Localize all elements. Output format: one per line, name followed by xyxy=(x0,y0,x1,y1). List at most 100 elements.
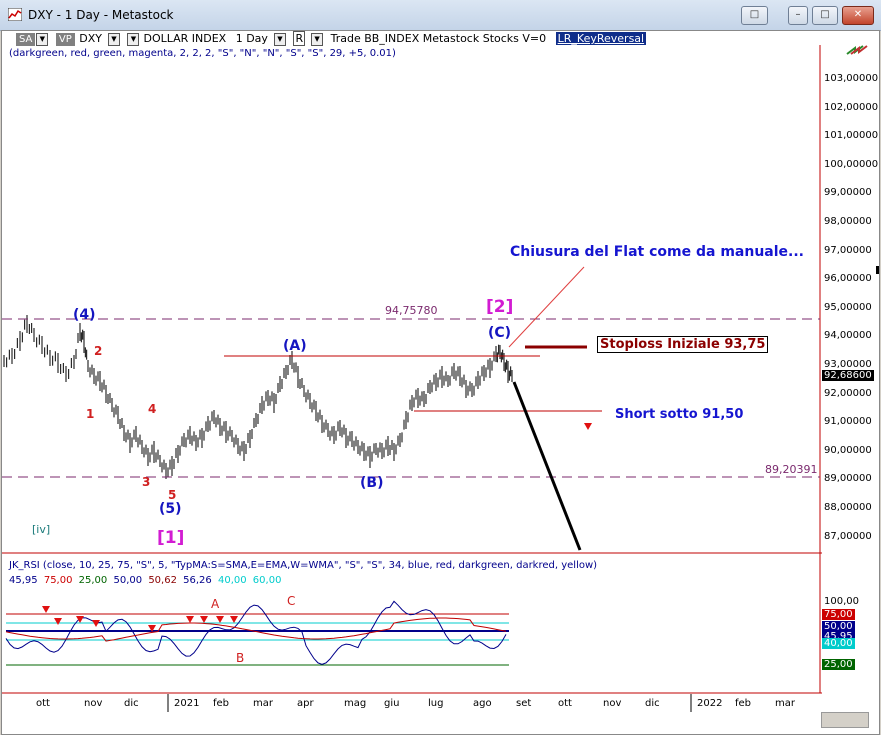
time-axis-label: nov xyxy=(603,698,622,709)
price-tick-label: 93,00000 xyxy=(824,359,872,370)
rsi-value: 25,00 xyxy=(78,575,108,586)
restore-button[interactable]: □ xyxy=(741,6,768,25)
sa-dropdown-icon[interactable]: ▼ xyxy=(36,32,49,46)
rsi-value: 56,26 xyxy=(183,575,212,586)
name-dropdown-icon[interactable]: ▼ xyxy=(127,32,140,46)
rsi-value: 45,95 xyxy=(9,575,38,586)
rsi-line xyxy=(5,600,507,665)
rsi-axis-75: 75,00 xyxy=(822,609,855,620)
time-axis-label: feb xyxy=(735,698,752,709)
price-tick-label: 94,00000 xyxy=(824,330,872,342)
price-tick-label: 96,00000 xyxy=(824,273,872,285)
sa-button[interactable]: SA xyxy=(16,33,36,46)
time-axis-label: lug xyxy=(428,698,444,709)
annotation-pointer-line xyxy=(508,266,585,348)
price-tick-label: 98,00000 xyxy=(824,216,872,227)
rsi-signal-arrow-icon xyxy=(76,616,84,623)
vp-button[interactable]: VP xyxy=(55,33,75,46)
right-edge-marker xyxy=(876,266,879,274)
current-price-label: 92,68600 xyxy=(822,370,874,381)
r-button[interactable]: R xyxy=(293,31,306,46)
price-tick-label: 89,00000 xyxy=(824,473,872,485)
wave-1-label: [1] xyxy=(157,528,185,548)
title-bar: DXY - 1 Day - Metastock □ – □ ✕ xyxy=(0,0,881,31)
metastock-app-icon xyxy=(8,8,22,21)
time-axis-label: 2022 xyxy=(697,698,723,709)
period-dropdown-icon[interactable]: ▼ xyxy=(273,32,286,46)
price-tick-label: 100,00000 xyxy=(824,158,879,170)
time-axis-label: ago xyxy=(473,698,492,709)
rsi-signal-arrow-icon xyxy=(42,606,50,613)
rsi-axis-25: 25,00 xyxy=(822,659,855,670)
r-dropdown-icon[interactable]: ▼ xyxy=(311,32,324,46)
time-axis-label: mar xyxy=(253,698,273,709)
price-chart[interactable] xyxy=(2,31,879,734)
rsi-values: 45,95 75,00 25,00 50,00 50,62 56,26 40,0… xyxy=(9,575,284,586)
time-axis-label: dic xyxy=(645,698,660,709)
indicator-link[interactable]: LR_KeyReversal xyxy=(555,32,647,45)
rsi-value: 50,62 xyxy=(148,575,177,586)
rsi-header: JK_RSI (close, 10, 25, 75, "S", 5, "TypM… xyxy=(9,560,598,571)
toolbar-info: Trade BB_INDEX Metastock Stocks V=0 xyxy=(330,32,547,45)
horizontal-scrollbar[interactable] xyxy=(821,712,869,728)
price-tick-label: 97,00000 xyxy=(824,244,872,256)
rsi-signal-arrow-icon xyxy=(54,618,62,625)
wave-2-label: [2] xyxy=(486,297,514,317)
rsi-signal-arrow-icon xyxy=(186,616,194,623)
close-button[interactable]: ✕ xyxy=(842,6,874,25)
wave-C-label: (C) xyxy=(488,325,512,341)
price-tick-label: 91,00000 xyxy=(824,416,872,428)
price-tick-label: 88,00000 xyxy=(824,502,872,513)
security-name: DOLLAR INDEX xyxy=(143,32,227,45)
time-axis-label: feb xyxy=(213,698,230,709)
subwave-5-label: 5 xyxy=(168,488,177,502)
price-tick-label: 95,00000 xyxy=(824,301,872,313)
minimize-button[interactable]: – xyxy=(788,6,808,25)
rsi-value: 60,00 xyxy=(252,575,282,586)
price-tick-label: 101,00000 xyxy=(824,130,879,142)
chart-toolbar: SA ▼ VP DXY ▼ ▼ DOLLAR INDEX 1 Day ▼ R ▼ Trad… xyxy=(16,31,647,46)
time-axis-label: mag xyxy=(344,698,367,709)
rsi-axis-4595: 45,95 xyxy=(822,631,855,642)
subwave-1-label: 1 xyxy=(86,407,95,421)
symbol-dropdown-icon[interactable]: ▼ xyxy=(107,32,120,46)
rsi-value: 50,00 xyxy=(113,575,143,586)
sell-arrow-icon xyxy=(584,423,592,430)
wave-B-label: (B) xyxy=(360,475,384,491)
rsi-signal-arrow-icon xyxy=(230,616,238,623)
chart-window[interactable]: SA ▼ VP DXY ▼ ▼ DOLLAR INDEX 1 Day ▼ R ▼ Trad… xyxy=(1,30,880,735)
wave-4-label: (4) xyxy=(73,307,96,323)
time-axis-label: 2021 xyxy=(174,698,200,709)
indicator-params: (darkgreen, red, green, magenta, 2, 2, 2… xyxy=(9,48,396,59)
rsi-value: 75,00 xyxy=(43,575,73,586)
rsi-signal-arrow-icon xyxy=(92,620,100,627)
price-tick-label: 99,00000 xyxy=(824,187,872,199)
subwave-2-label: 2 xyxy=(94,344,103,358)
rsi-ma-line xyxy=(5,617,507,642)
rsi-axis-100: 100,00 xyxy=(824,596,859,607)
wave-A-label: (A) xyxy=(283,338,307,354)
symbol-label[interactable]: DXY xyxy=(79,32,102,45)
time-axis-label: ott xyxy=(36,698,50,709)
rsi-label-C: C xyxy=(287,594,296,608)
level-low-label: 89,20391 xyxy=(765,463,818,476)
time-axis-label: mar xyxy=(775,698,795,709)
time-axis-label: apr xyxy=(297,698,314,709)
rsi-axis-50: 50,00 xyxy=(822,621,855,632)
price-tick-label: 87,00000 xyxy=(824,530,872,542)
stoploss-annotation: Stoploss Iniziale 93,75 xyxy=(597,336,769,353)
arrows-toggle-icon[interactable] xyxy=(845,40,869,60)
level-high-label: 94,75780 xyxy=(385,304,438,317)
short-annotation: Short sotto 91,50 xyxy=(615,407,744,422)
price-tick-label: 92,00000 xyxy=(824,387,872,399)
rsi-signal-arrow-icon xyxy=(148,625,156,632)
flat-close-annotation: Chiusura del Flat come da manuale... xyxy=(510,244,804,260)
rsi-value: 40,00 xyxy=(217,575,247,586)
price-tick-label: 103,00000 xyxy=(824,73,879,84)
rsi-label-A: A xyxy=(211,597,220,611)
maximize-button[interactable]: □ xyxy=(812,6,838,25)
wave-iv-label: [iv] xyxy=(32,523,51,536)
rsi-signal-arrow-icon xyxy=(216,616,224,623)
period-label[interactable]: 1 Day xyxy=(235,32,268,45)
time-axis-label: ott xyxy=(558,698,572,709)
